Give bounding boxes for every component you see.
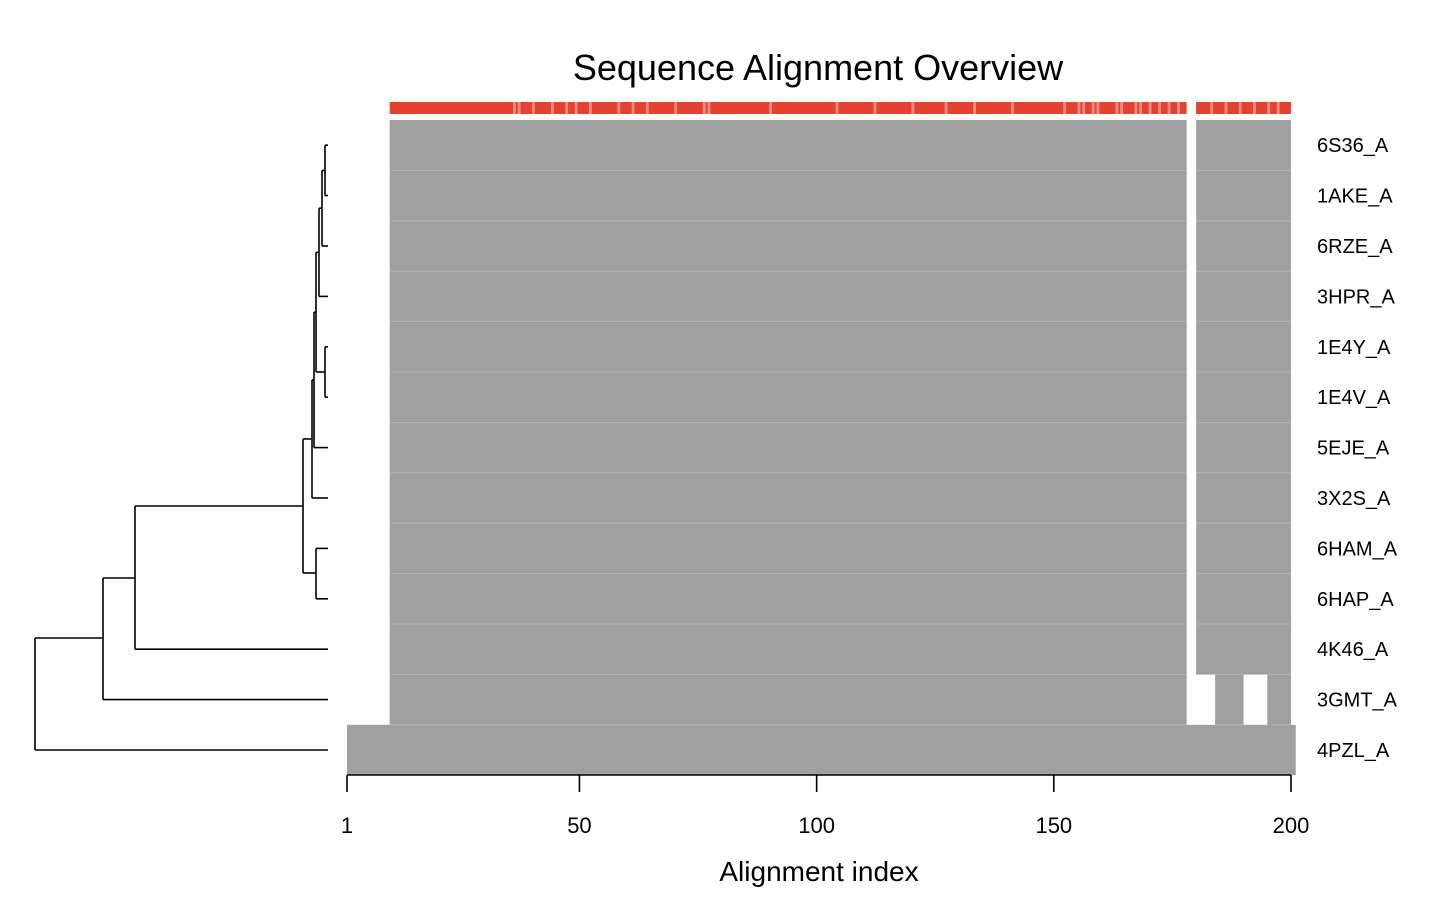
row-label: 4K46_A — [1317, 639, 1389, 661]
alignment-segment — [389, 624, 1187, 675]
row-label: 6HAP_A — [1317, 589, 1394, 611]
alignment-segment — [1196, 170, 1291, 221]
alignment-segment — [389, 573, 1187, 624]
conservation-segment — [389, 102, 1187, 114]
conservation-variable-position — [1276, 102, 1280, 114]
conservation-variable-position — [1091, 102, 1095, 114]
alignment-segment — [1196, 220, 1291, 272]
conservation-variable-position — [574, 102, 578, 114]
row-labels: 6S36_A 1AKE_A 6RZE_A 3HPR_A 1E4Y_A 1E4V_A 5EJE… — [1317, 135, 1398, 762]
alignment-segment — [347, 724, 1296, 776]
row-label: 5EJE_A — [1317, 438, 1390, 460]
conservation-variable-position — [769, 102, 773, 114]
alignment-segment — [389, 220, 1187, 272]
alignment-segment — [1196, 321, 1291, 372]
chart-title: Sequence Alignment Overview — [573, 47, 1064, 88]
conservation-variable-position — [702, 102, 706, 114]
row-label: 1E4V_A — [1317, 387, 1391, 409]
alignment-segment — [389, 422, 1187, 473]
conservation-variable-position — [532, 102, 535, 114]
alignment-segment — [389, 170, 1187, 221]
x-tick-label: 200 — [1273, 813, 1310, 838]
conservation-variable-position — [1096, 102, 1100, 114]
conservation-variable-position — [1139, 102, 1143, 114]
alignment-segment — [389, 372, 1187, 423]
conservation-variable-position — [1115, 102, 1119, 114]
row-label: 1E4Y_A — [1317, 337, 1391, 359]
conservation-variable-position — [617, 102, 621, 114]
alignment-segment — [1267, 674, 1291, 725]
conservation-variable-position — [1120, 102, 1124, 114]
row-label: 6S36_A — [1317, 135, 1389, 157]
x-tick-label: 150 — [1035, 813, 1072, 838]
alignment-segment — [1196, 120, 1291, 171]
conservation-variable-position — [1167, 102, 1171, 114]
conservation-variable-position — [707, 102, 711, 114]
alignment-segment — [389, 472, 1187, 524]
alignment-segment — [1196, 422, 1291, 473]
x-axis-label: Alignment index — [719, 856, 918, 887]
conservation-variable-position — [1238, 102, 1242, 114]
alignment-segment — [1196, 523, 1291, 574]
conservation-variable-position — [1267, 102, 1271, 114]
alignment-segment — [1196, 271, 1291, 322]
x-axis: 1 50 100 150 200 — [341, 774, 1310, 838]
conservation-variable-position — [513, 102, 516, 114]
conservation-variable-position — [1224, 102, 1228, 114]
conservation-variable-position — [1253, 102, 1256, 114]
alignment-segment — [1196, 624, 1291, 675]
alignment-segment — [389, 674, 1187, 725]
conservation-variable-position — [1158, 102, 1162, 114]
conservation-variable-position — [1177, 102, 1180, 114]
conservation-variable-position — [588, 102, 592, 114]
alignment-segment — [1196, 472, 1291, 524]
conservation-variable-position — [873, 102, 877, 114]
conservation-variable-position — [1134, 102, 1138, 114]
conservation-variable-position — [911, 102, 915, 114]
alignment-segment — [1196, 573, 1291, 624]
conservation-variable-position — [1082, 102, 1086, 114]
alignment-segment — [389, 120, 1187, 171]
conservation-variable-position — [1077, 102, 1081, 114]
x-tick-label: 100 — [798, 813, 835, 838]
conservation-variable-position — [517, 102, 521, 114]
conservation-variable-position — [1063, 102, 1067, 114]
alignment-segment — [1215, 674, 1244, 725]
conservation-variable-position — [645, 102, 649, 114]
row-label: 6HAM_A — [1317, 538, 1398, 560]
dendrogram — [34, 144, 328, 751]
x-tick-label: 50 — [567, 813, 591, 838]
row-label: 3X2S_A — [1317, 488, 1391, 510]
conservation-variable-position — [1011, 102, 1014, 114]
conservation-variable-position — [550, 102, 554, 114]
conservation-variable-position — [674, 102, 678, 114]
conservation-variable-position — [944, 102, 948, 114]
conservation-variable-position — [835, 102, 839, 114]
conservation-variable-position — [631, 102, 635, 114]
alignment-rows — [347, 120, 1296, 776]
alignment-segment — [389, 523, 1187, 574]
x-tick-label: 1 — [341, 813, 353, 838]
row-label: 6RZE_A — [1317, 236, 1393, 258]
row-label: 1AKE_A — [1317, 186, 1393, 208]
alignment-segment — [389, 271, 1187, 322]
row-label: 3GMT_A — [1317, 690, 1398, 712]
alignment-segment — [1196, 372, 1291, 423]
conservation-variable-position — [973, 102, 977, 114]
conservation-bar — [389, 102, 1291, 114]
conservation-variable-position — [565, 102, 569, 114]
row-label: 3HPR_A — [1317, 286, 1395, 308]
conservation-variable-position — [1210, 102, 1214, 114]
row-label: 4PZL_A — [1317, 740, 1390, 762]
conservation-variable-position — [1148, 102, 1152, 114]
alignment-segment — [389, 321, 1187, 372]
